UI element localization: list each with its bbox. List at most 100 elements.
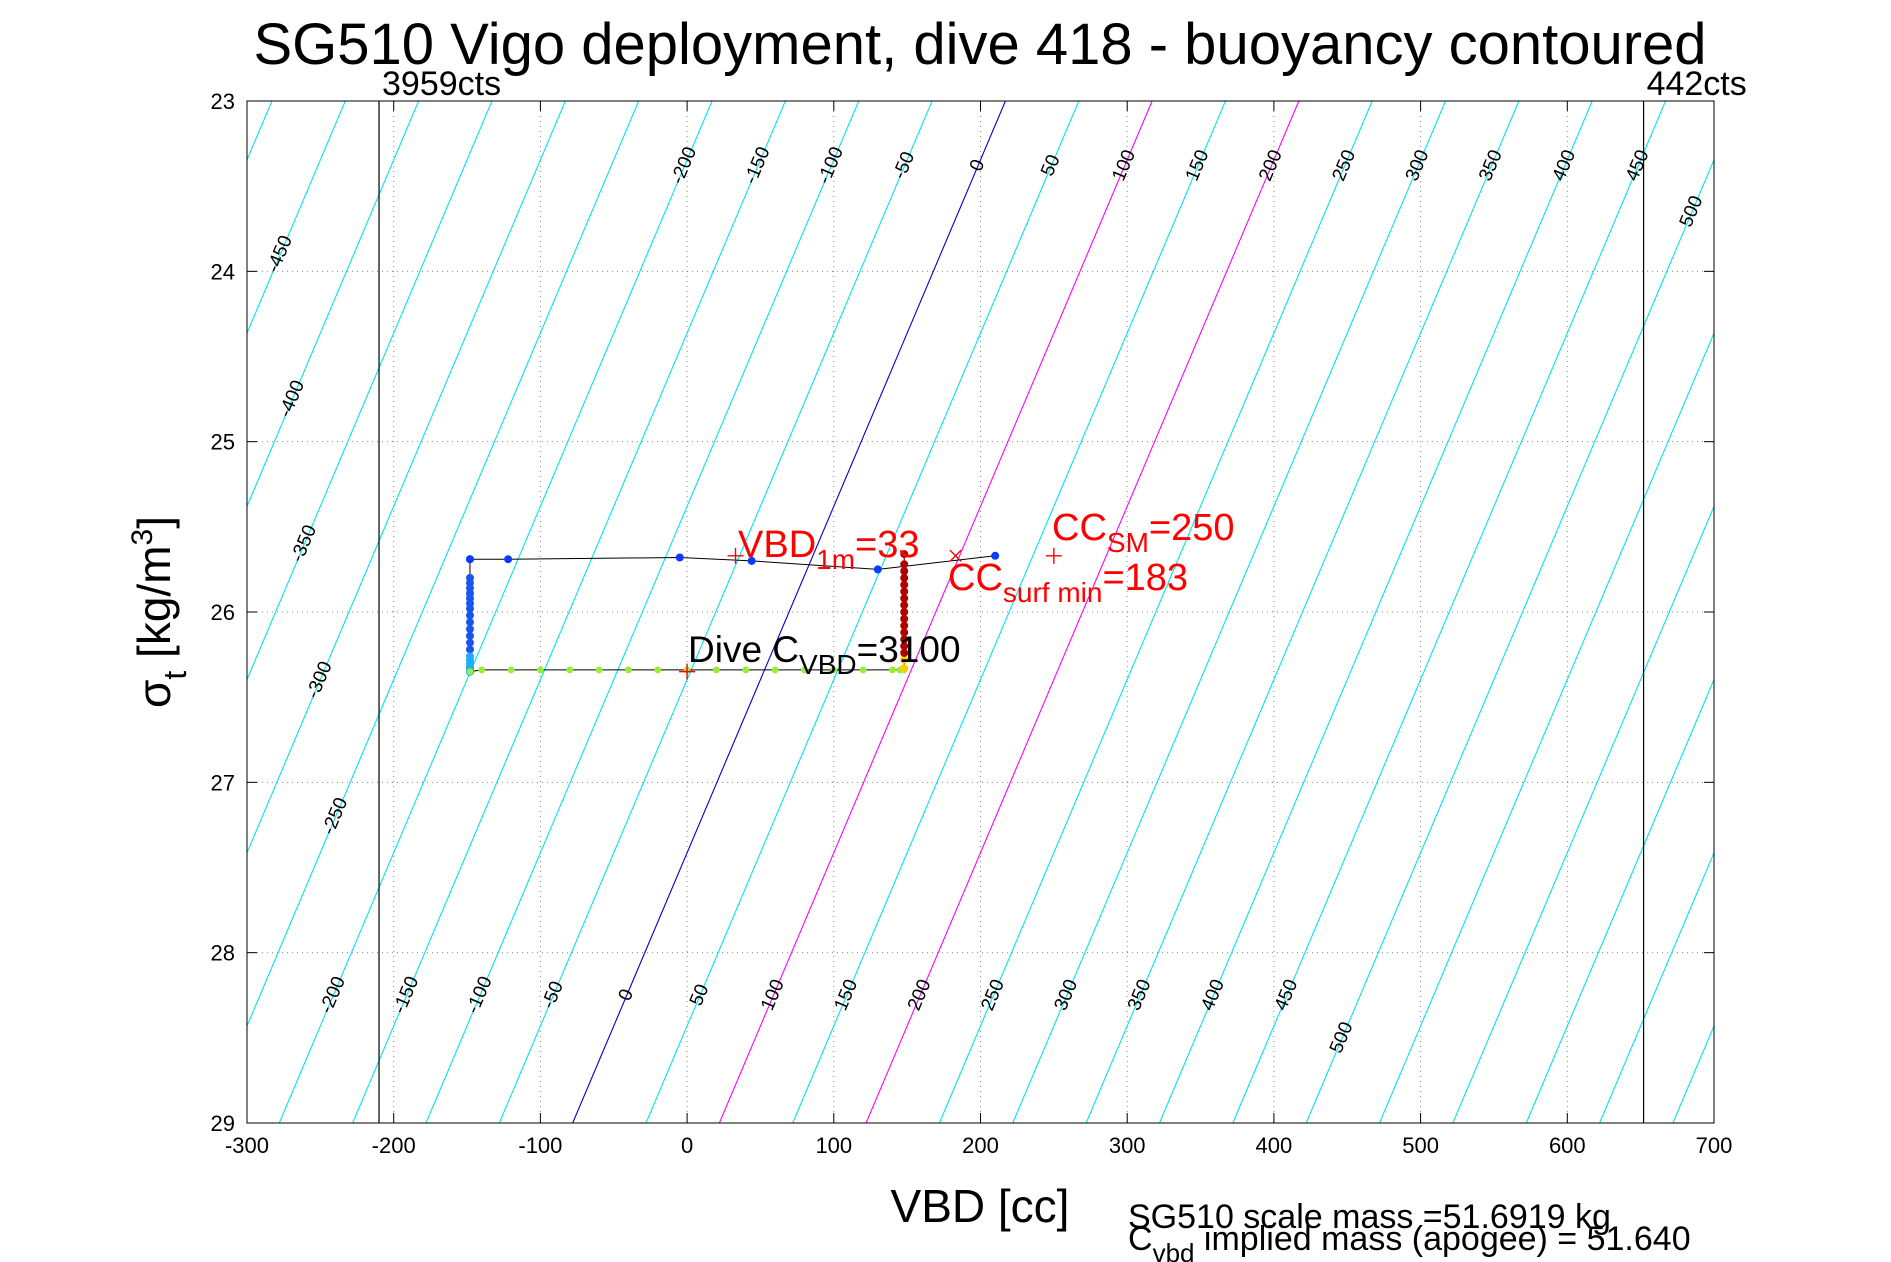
y-tick-label: 23 — [211, 89, 235, 114]
contour-line — [247, 101, 493, 681]
contour-line — [1452, 504, 1714, 1123]
y-tick-label: 29 — [211, 1111, 235, 1136]
data-point — [900, 587, 909, 596]
contour-line — [1379, 331, 1714, 1123]
data-point — [873, 565, 882, 574]
data-point — [900, 628, 909, 637]
data-point — [465, 631, 474, 640]
contour-line — [572, 101, 1006, 1123]
x-tick-label: 100 — [815, 1133, 852, 1158]
x-tick-label: 700 — [1696, 1133, 1733, 1158]
chart-title-text: SG510 Vigo deployment, dive 418 - buoyan… — [253, 12, 1706, 77]
vbd-limit-lines: 3959cts 442cts — [378, 65, 1747, 1123]
x-tick-label: 300 — [1109, 1133, 1146, 1158]
data-point — [742, 666, 750, 674]
data-point — [900, 664, 909, 673]
chart-title: SG510 Vigo deployment, dive 418 - buoyan… — [253, 12, 1706, 77]
data-point — [595, 666, 603, 674]
axis-ticks: -300 -200 -100 0 100 200 300 400 500 600 700 23 24 25… — [211, 89, 1733, 1158]
data-point — [465, 555, 474, 564]
data-point — [465, 638, 474, 647]
data-point — [900, 601, 909, 610]
vbd-1m-annotation: VBD1m=33 — [738, 524, 920, 575]
contour-line — [1158, 101, 1593, 1123]
data-point — [465, 611, 474, 620]
contour-line — [1305, 158, 1714, 1123]
y-tick-label: 26 — [211, 600, 235, 625]
contour-line — [1820, 101, 1891, 1123]
data-point — [465, 618, 474, 627]
contour-line — [645, 101, 1080, 1123]
x-tick-label: -100 — [518, 1133, 562, 1158]
x-tick-label: 400 — [1256, 1133, 1293, 1158]
data-point — [537, 666, 544, 674]
y-axis-label: σt [kg/m3] — [126, 516, 193, 708]
data-point — [830, 666, 838, 674]
data-point — [889, 666, 896, 674]
data-point — [465, 604, 474, 613]
data-point — [466, 668, 474, 676]
x-axis-label: VBD [cc] — [891, 1180, 1070, 1232]
data-point — [900, 580, 909, 589]
buoyancy-contours — [247, 101, 1891, 1123]
contour-line — [278, 101, 713, 1123]
x-tick-label: -200 — [372, 1133, 416, 1158]
data-point — [900, 621, 909, 630]
contour-line — [792, 101, 1226, 1123]
contour-line — [1085, 101, 1520, 1123]
data-point — [991, 551, 1000, 560]
data-point — [900, 560, 909, 569]
data-point — [465, 625, 474, 634]
profile-series — [465, 550, 1000, 676]
dive-cvbd-annotation: Dive CVBD=3100 — [688, 629, 961, 680]
data-point — [859, 666, 867, 674]
contour-line — [247, 101, 640, 1028]
x-tick-label: 0 — [681, 1133, 693, 1158]
y-tick-label: 24 — [211, 259, 235, 284]
data-point — [771, 666, 779, 674]
data-point — [654, 666, 662, 674]
data-point — [900, 655, 909, 664]
contour-line — [865, 101, 1300, 1123]
x-tick-label: 500 — [1402, 1133, 1439, 1158]
marker-cc_surf_min-b — [949, 549, 962, 562]
data-point — [801, 666, 808, 674]
implied-mass-text: Cvbd implied mass (apogee) = 51.640 — [1128, 1220, 1691, 1262]
data-point — [566, 666, 574, 674]
contour-line — [247, 101, 420, 508]
data-point — [900, 614, 909, 623]
vbd-limit-label: 3959cts — [382, 65, 501, 103]
contour-line — [938, 101, 1373, 1123]
cc-sm-annotation: CCSM=250 — [1052, 507, 1234, 558]
contour-line — [247, 101, 566, 855]
data-point — [900, 567, 909, 576]
data-point — [900, 635, 909, 644]
data-point — [747, 556, 756, 565]
data-point — [900, 648, 909, 657]
contour-line — [425, 101, 860, 1123]
data-point — [900, 573, 909, 582]
contour-line — [1232, 101, 1667, 1123]
scale-mass-text: SG510 scale mass =51.6919 kg — [1128, 1198, 1611, 1236]
data-point — [478, 666, 486, 674]
surface-line — [469, 555, 996, 570]
contour-line — [1012, 101, 1447, 1123]
contour-line — [352, 101, 786, 1123]
data-point — [713, 666, 720, 674]
data-point — [507, 666, 515, 674]
contour-line — [1525, 678, 1714, 1123]
x-tick-label: 600 — [1549, 1133, 1586, 1158]
contour-line — [1746, 101, 1891, 1123]
data-point — [900, 594, 909, 603]
data-point — [900, 550, 909, 559]
estimate-markers — [679, 547, 1062, 680]
contour-line — [718, 101, 1153, 1123]
contour-line — [247, 101, 346, 335]
data-point — [900, 608, 909, 616]
data-point — [675, 553, 684, 562]
x-tick-label: -300 — [225, 1133, 269, 1158]
x-tick-label: 200 — [962, 1133, 999, 1158]
y-tick-label: 27 — [211, 770, 235, 795]
vbd-limit-label: 442cts — [1647, 65, 1747, 103]
y-tick-label: 28 — [211, 941, 235, 966]
